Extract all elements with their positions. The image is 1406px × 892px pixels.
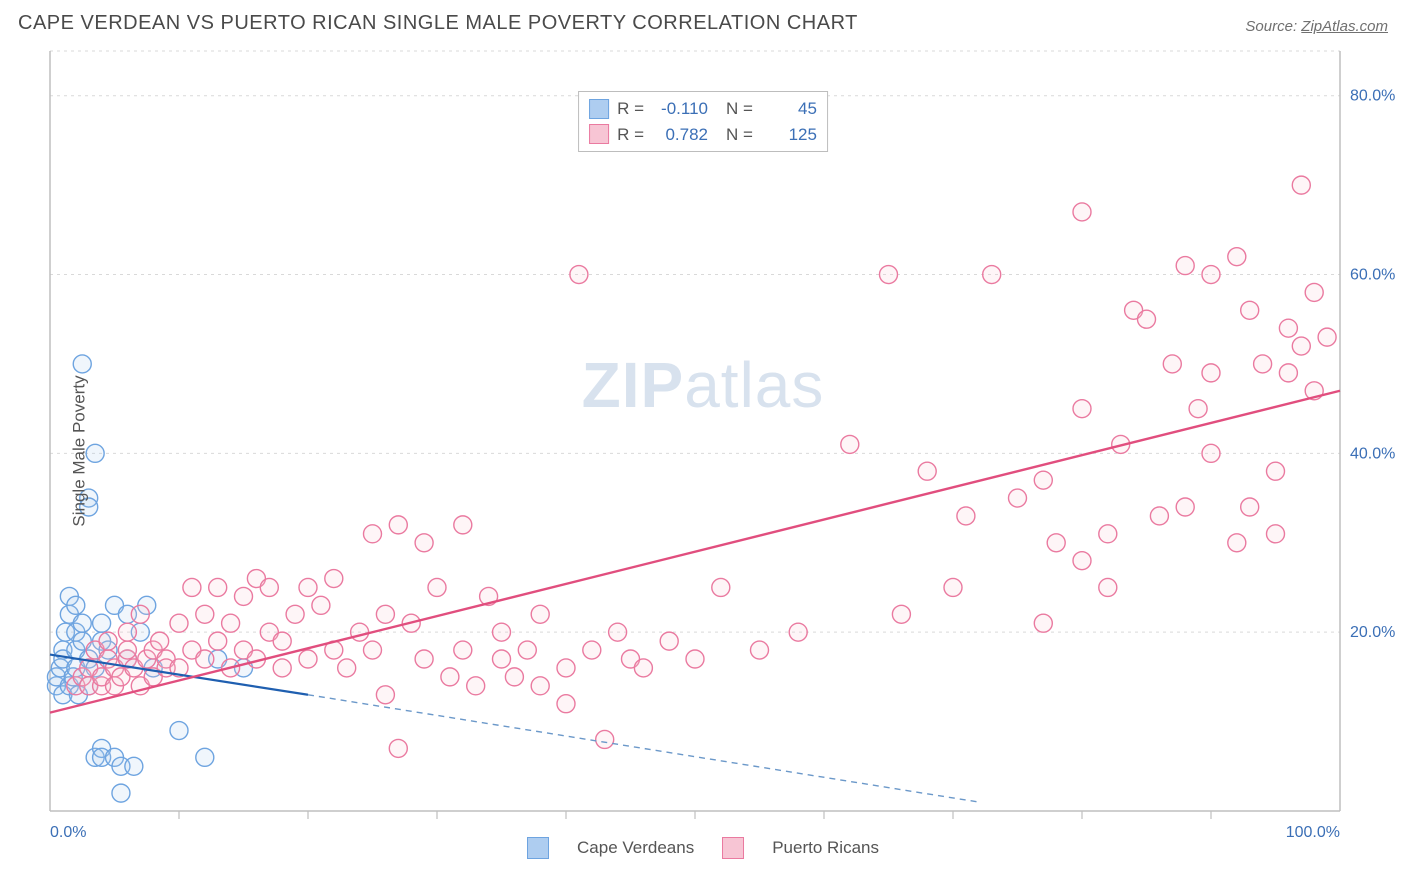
legend-label-cv: Cape Verdeans xyxy=(577,838,694,858)
stat-n-label: N = xyxy=(726,96,753,122)
svg-text:80.0%: 80.0% xyxy=(1350,88,1395,105)
stat-n-value-cv: 45 xyxy=(761,96,817,122)
legend-label-pr: Puerto Ricans xyxy=(772,838,879,858)
stat-r-label: R = xyxy=(617,122,644,148)
scatter-chart-svg: 0.0% 100.0% 20.0% 40.0% 60.0% 80.0% xyxy=(0,41,1406,861)
legend-swatch-cv xyxy=(527,837,549,859)
chart-header: CAPE VERDEAN VS PUERTO RICAN SINGLE MALE… xyxy=(0,0,1406,41)
stat-r-value-cv: -0.110 xyxy=(652,96,708,122)
svg-text:100.0%: 100.0% xyxy=(1286,824,1340,841)
chart-title: CAPE VERDEAN VS PUERTO RICAN SINGLE MALE… xyxy=(18,12,858,35)
chart-legend: Cape Verdeans Puerto Ricans xyxy=(527,837,879,859)
swatch-cape-verdeans xyxy=(589,99,609,119)
stat-n-label: N = xyxy=(726,122,753,148)
legend-swatch-pr xyxy=(722,837,744,859)
svg-text:0.0%: 0.0% xyxy=(50,824,86,841)
stat-r-value-pr: 0.782 xyxy=(652,122,708,148)
plot-area: Single Male Poverty 0.0% 100.0% 20.0% 40.0%… xyxy=(0,41,1406,861)
source-attribution: Source: ZipAtlas.com xyxy=(1245,18,1388,35)
stats-row-cape-verdeans: R = -0.110 N = 45 xyxy=(589,96,817,122)
correlation-stats-box: R = -0.110 N = 45 R = 0.782 N = 125 xyxy=(578,91,828,152)
svg-text:60.0%: 60.0% xyxy=(1350,267,1395,284)
stats-row-puerto-ricans: R = 0.782 N = 125 xyxy=(589,122,817,148)
svg-text:40.0%: 40.0% xyxy=(1350,445,1395,462)
source-prefix: Source: xyxy=(1245,18,1301,35)
swatch-puerto-ricans xyxy=(589,124,609,144)
y-axis-label: Single Male Poverty xyxy=(70,375,90,526)
stat-n-value-pr: 125 xyxy=(761,122,817,148)
svg-text:20.0%: 20.0% xyxy=(1350,624,1395,641)
stat-r-label: R = xyxy=(617,96,644,122)
source-link[interactable]: ZipAtlas.com xyxy=(1301,18,1388,35)
